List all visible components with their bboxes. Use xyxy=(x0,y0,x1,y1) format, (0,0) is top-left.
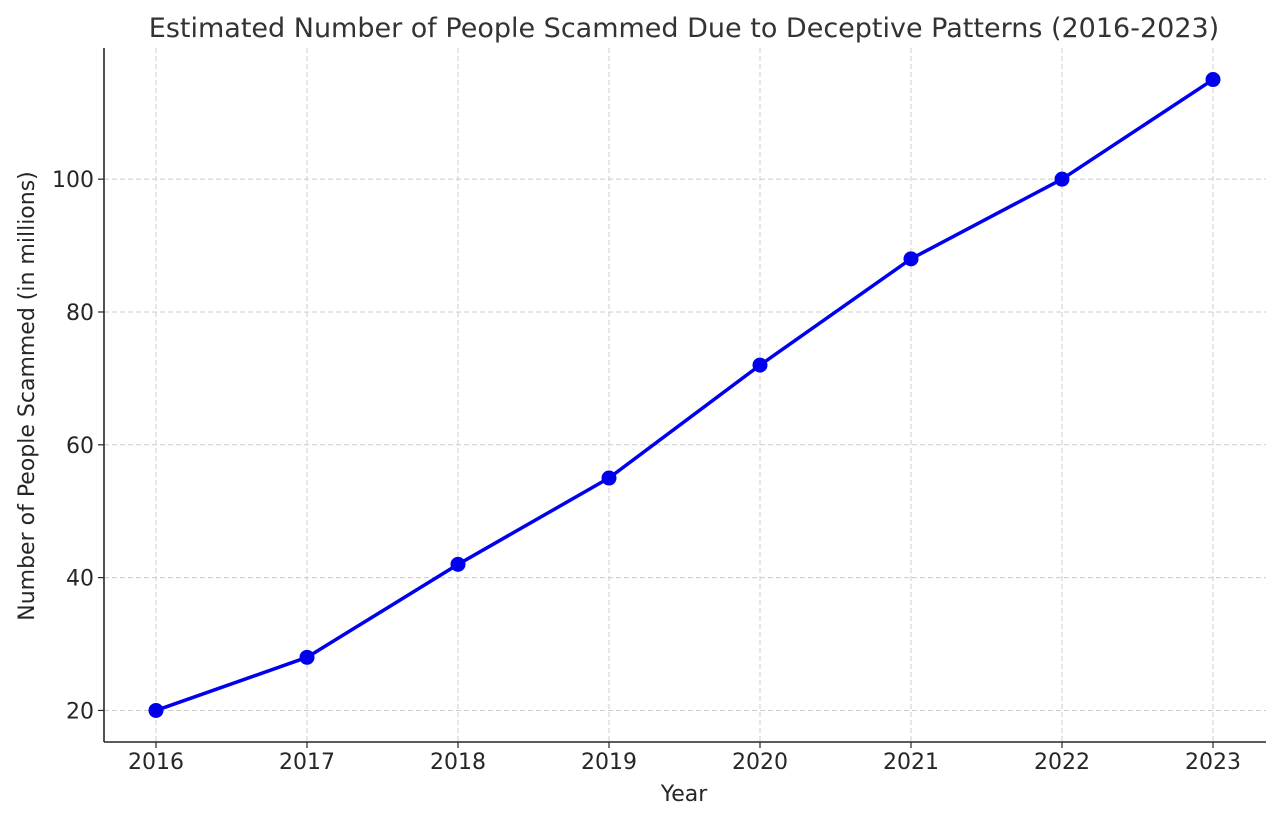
series-layer xyxy=(148,72,1221,718)
data-point xyxy=(450,556,466,572)
x-tick-label: 2022 xyxy=(1034,750,1090,775)
data-point xyxy=(1054,171,1070,187)
y-tick-label: 80 xyxy=(66,301,94,326)
series-line xyxy=(154,77,1215,713)
x-tick-label: 2017 xyxy=(279,750,335,775)
x-tick-label: 2018 xyxy=(430,750,486,775)
data-point xyxy=(903,251,919,267)
y-axis-label: Number of People Scammed (in millions) xyxy=(15,171,40,621)
labels: Estimated Number of People Scammed Due t… xyxy=(15,13,1219,807)
data-point xyxy=(601,470,617,486)
data-point xyxy=(148,702,164,718)
y-tick-label: 40 xyxy=(66,567,94,592)
y-tick-label: 100 xyxy=(52,168,94,193)
x-tick-label: 2019 xyxy=(581,750,637,775)
data-point xyxy=(299,649,315,665)
x-axis-label: Year xyxy=(660,782,709,807)
x-tick-label: 2021 xyxy=(883,750,939,775)
axes: 2016 2017 2018 2019 2020 2021 2022 2023 20 40 60 80… xyxy=(52,48,1266,775)
grid xyxy=(104,48,1266,742)
chart-title: Estimated Number of People Scammed Due t… xyxy=(149,13,1219,44)
x-tick-label: 2016 xyxy=(128,750,184,775)
x-tick-label: 2020 xyxy=(732,750,788,775)
x-tick-label: 2023 xyxy=(1185,750,1241,775)
y-tick-label: 60 xyxy=(66,434,94,459)
data-point xyxy=(1205,72,1221,88)
data-point xyxy=(752,357,768,373)
y-tick-label: 20 xyxy=(66,699,94,724)
